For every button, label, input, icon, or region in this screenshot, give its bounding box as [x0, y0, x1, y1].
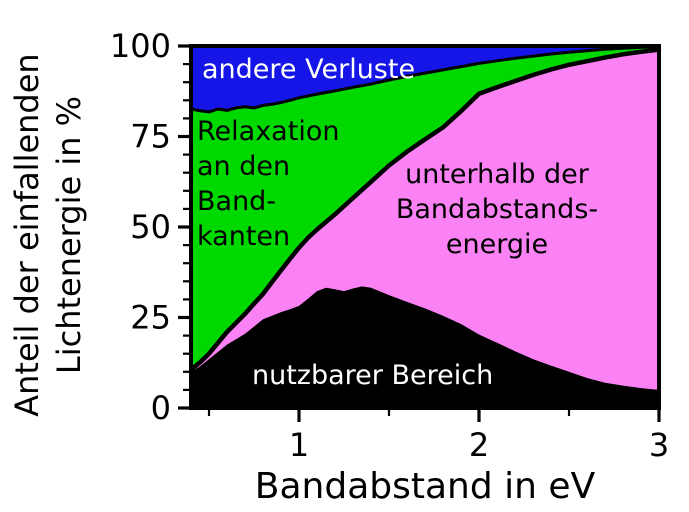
y-tick-label: 0 — [151, 389, 171, 427]
y-tick-label: 100 — [110, 27, 171, 65]
x-axis-label: Bandabstand in eV — [254, 466, 596, 507]
area-label-unterhalb: Bandabstands- — [396, 194, 598, 225]
y-tick-label: 25 — [130, 299, 171, 337]
area-nutzbarer-bereich — [191, 286, 659, 408]
area-labels: andere Verluste Relaxation an den Band-kant… — [197, 54, 598, 391]
boundary-unterhalb-der-bandabstandsenergie — [189, 47, 660, 372]
y-tick-label: 50 — [130, 208, 171, 246]
x-tick-label: 1 — [289, 426, 309, 464]
area-label-unterhalb: unterhalb der — [405, 159, 590, 190]
area-label-andere-verluste: andere Verluste — [202, 54, 415, 85]
area-label-nutzbarer-bereich: nutzbarer Bereich — [252, 360, 493, 391]
area-label-relaxation: an den — [197, 151, 290, 182]
area-label-unterhalb: energie — [446, 229, 548, 260]
x-tick-label: 3 — [649, 426, 669, 464]
y-axis-label-line2: Lichtenergie in % — [50, 95, 88, 375]
area-label-relaxation: Relaxation — [197, 116, 339, 147]
y-tick-label: 75 — [130, 118, 171, 156]
tick-labels: 0 25 50 75 100 1 2 3 — [110, 27, 669, 464]
axis-ticks — [178, 44, 661, 422]
boundary-relaxation-an-den-bandkanten — [190, 45, 660, 114]
area-label-relaxation: Band- — [197, 186, 276, 217]
area-label-relaxation: kanten — [197, 221, 290, 252]
y-axis-label-line1: Anteil der einfallenden — [8, 53, 46, 417]
stacked-areas — [191, 46, 659, 408]
x-tick-label: 2 — [469, 426, 489, 464]
boundary-lines — [189, 45, 660, 372]
y-axis-label: Anteil der einfallenden Lichtenergie in … — [6, 0, 90, 491]
plot-frame — [189, 44, 661, 410]
